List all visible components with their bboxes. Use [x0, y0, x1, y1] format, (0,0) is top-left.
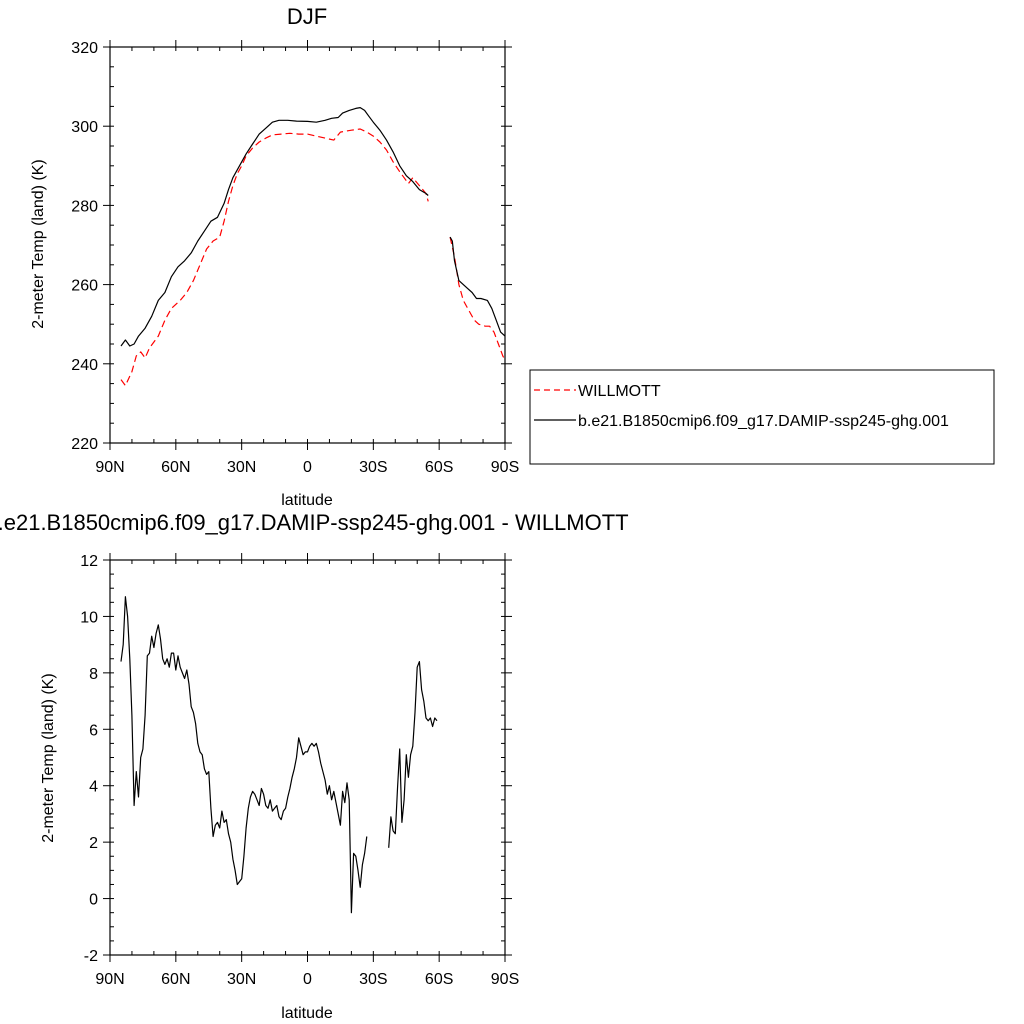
y-tick-label: 300	[71, 119, 98, 136]
x-tick-label: 0	[303, 971, 312, 988]
legend: WILLMOTT b.e21.B1850cmip6.f09_g17.DAMIP-…	[529, 369, 995, 465]
y-tick-label: 280	[71, 198, 98, 215]
y-axis-label: 2-meter Temp (land) (K)	[30, 159, 47, 329]
series-line-0	[449, 236, 506, 361]
series-line-1	[449, 236, 506, 337]
legend-box	[529, 369, 995, 465]
plot-frame	[109, 559, 506, 956]
x-tick-label: 30N	[227, 971, 256, 988]
series-line-0	[120, 128, 429, 387]
plot-temperature: DJF 2-meter Temp (land) (K) latitude 90N…	[30, 4, 519, 509]
y-tick-label: 220	[71, 436, 98, 453]
x-tick-label: 30N	[227, 459, 256, 476]
series-line-1	[120, 107, 429, 347]
x-tick-label: 30S	[359, 459, 387, 476]
y-tick-label: 260	[71, 278, 98, 295]
y-tick-label: -2	[84, 948, 98, 965]
y-tick-label: 6	[89, 722, 98, 739]
x-axis-label: latitude	[281, 492, 333, 509]
x-tick-label: 90N	[95, 971, 124, 988]
x-tick-label: 60S	[425, 971, 453, 988]
y-tick-label: 320	[71, 40, 98, 57]
y-tick-label: 2	[89, 835, 98, 852]
x-tick-label: 60N	[161, 459, 190, 476]
plot-title: DJF	[287, 4, 327, 29]
series-line-0	[120, 596, 368, 914]
series-line-0	[388, 661, 438, 848]
y-tick-label: 10	[80, 609, 98, 626]
y-tick-label: 4	[89, 779, 98, 796]
legend-label-model: b.e21.B1850cmip6.f09_g17.DAMIP-ssp245-gh…	[578, 413, 949, 430]
y-axis-label: 2-meter Temp (land) (K)	[40, 673, 57, 843]
x-tick-label: 30S	[359, 971, 387, 988]
y-tick-label: 0	[89, 892, 98, 909]
legend-label-willmott: WILLMOTT	[578, 383, 661, 400]
y-tick-label: 12	[80, 553, 98, 570]
x-tick-label: 90S	[491, 971, 519, 988]
plot-difference: b.e21.B1850cmip6.f09_g17.DAMIP-ssp245-gh…	[0, 510, 629, 1022]
plot-frame	[109, 46, 506, 444]
y-tick-label: 8	[89, 666, 98, 683]
plot-title: b.e21.B1850cmip6.f09_g17.DAMIP-ssp245-gh…	[0, 510, 629, 535]
x-tick-label: 60S	[425, 459, 453, 476]
x-tick-label: 90N	[95, 459, 124, 476]
x-tick-label: 60N	[161, 971, 190, 988]
x-tick-label: 90S	[491, 459, 519, 476]
y-tick-label: 240	[71, 357, 98, 374]
x-axis-label: latitude	[281, 1005, 333, 1022]
x-tick-label: 0	[303, 459, 312, 476]
